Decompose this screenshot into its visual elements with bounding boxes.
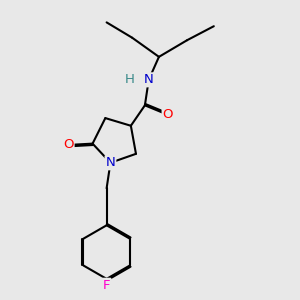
Text: F: F (103, 279, 110, 292)
Text: O: O (163, 108, 173, 121)
Text: N: N (144, 73, 154, 86)
Text: H: H (124, 73, 134, 86)
Text: N: N (106, 156, 115, 169)
Text: O: O (63, 138, 74, 152)
